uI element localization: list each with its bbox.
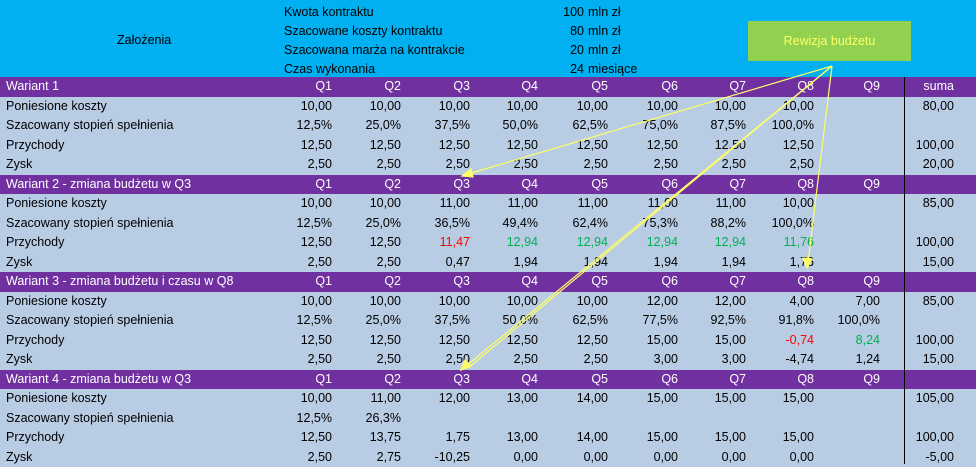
arrow-head-variant4-q3: [461, 360, 471, 370]
arrow-to-variant3-q3: [468, 66, 832, 368]
arrow-head-variant2-q3: [462, 169, 473, 177]
arrow-to-variant2-q3: [468, 66, 832, 174]
arrow-head-variant3-q8: [803, 258, 812, 268]
arrow-to-variant3-q8: [808, 66, 832, 262]
